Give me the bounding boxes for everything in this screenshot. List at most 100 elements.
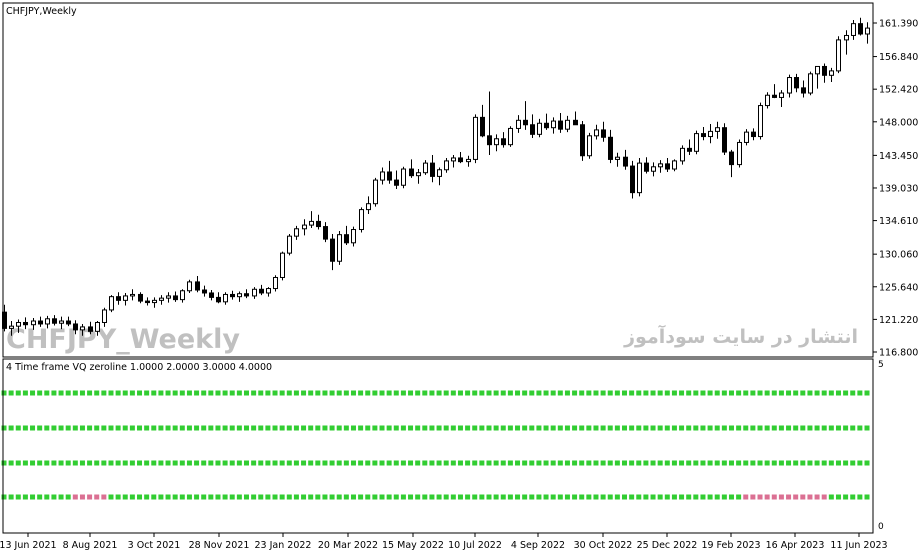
vq-dot-up (664, 494, 670, 500)
vq-dot-up (486, 390, 492, 396)
vq-dot-up (457, 390, 463, 396)
vq-dot-up (65, 460, 71, 466)
vq-dot-up (700, 390, 706, 396)
vq-dot-up (336, 494, 342, 500)
vq-dot-up (550, 494, 556, 500)
candle-body-bear (487, 135, 492, 146)
candle-body-bull (694, 133, 699, 152)
vq-dot-up (507, 425, 513, 431)
vq-dot-up (864, 494, 870, 500)
vq-dot-up (393, 390, 399, 396)
vq-dot-up (828, 460, 834, 466)
vq-dot-up (122, 425, 128, 431)
candle-body-bear (195, 281, 200, 291)
vq-dot-up (343, 390, 349, 396)
vq-dot-up (315, 390, 321, 396)
vq-dot-up (308, 425, 314, 431)
candle (302, 219, 307, 236)
candle (116, 292, 121, 305)
candle (23, 317, 28, 330)
vq-dot-up (8, 425, 14, 431)
vq-dot-down (821, 494, 827, 500)
vq-dot-up (279, 390, 285, 396)
candle (59, 316, 64, 330)
vq-dot-up (186, 494, 192, 500)
candle-body-bull (844, 34, 849, 41)
time-tick-label: 13 Jun 2021 (0, 540, 57, 551)
vq-dot-up (201, 390, 207, 396)
vq-dot-up (151, 425, 157, 431)
vq-dot-up (757, 390, 763, 396)
vq-dot-up (72, 425, 78, 431)
vq-dot-up (122, 390, 128, 396)
vq-dot-up (215, 390, 221, 396)
vq-dot-up (429, 425, 435, 431)
vq-dot-up (814, 460, 820, 466)
vq-dot-up (807, 390, 813, 396)
candle-body-bear (701, 133, 706, 138)
candle-body-bear (209, 292, 214, 298)
vq-dot-up (293, 460, 299, 466)
vq-dot-up (408, 425, 414, 431)
candle-body-bear (23, 321, 28, 326)
vq-dot-up (607, 494, 613, 500)
candle (109, 295, 114, 313)
candle-body-bull (401, 168, 406, 186)
vq-dot-up (358, 425, 364, 431)
vq-dot-up (158, 425, 164, 431)
candle-body-bull (45, 318, 50, 325)
candle-body-bear (394, 179, 399, 186)
vq-dot-up (771, 460, 777, 466)
vq-dot-up (208, 494, 214, 500)
vq-dot-up (764, 460, 770, 466)
vq-dot-up (529, 390, 535, 396)
vq-dot-up (115, 425, 121, 431)
candle (758, 102, 763, 140)
vq-dot-up (500, 494, 506, 500)
vq-dot-up (87, 460, 93, 466)
candle-body-bull (351, 229, 356, 244)
vq-dot-up (614, 460, 620, 466)
vq-dot-up (415, 425, 421, 431)
candle (323, 222, 328, 243)
vq-dot-up (236, 425, 242, 431)
vq-dot-up (743, 425, 749, 431)
vq-dot-up (529, 494, 535, 500)
vq-dot-up (429, 494, 435, 500)
candle (694, 130, 699, 155)
vq-dot-up (728, 460, 734, 466)
candle-body-bear (751, 131, 756, 138)
vq-dot-up (714, 390, 720, 396)
vq-dot-up (400, 390, 406, 396)
vq-dot-up (643, 460, 649, 466)
vq-dot-up (94, 460, 100, 466)
vq-dot-up (229, 494, 235, 500)
vq-dot-up (800, 425, 806, 431)
candle-body-bull (130, 293, 135, 297)
vq-dot-up (343, 425, 349, 431)
vq-dot-up (443, 494, 449, 500)
candle (31, 318, 36, 330)
vq-dot-up (778, 425, 784, 431)
vq-dot-up (557, 460, 563, 466)
vq-dot-down (764, 494, 770, 500)
candle (787, 74, 792, 98)
vq-dot-up (208, 390, 214, 396)
candle-body-bull (302, 224, 307, 230)
vq-dot-up (129, 390, 135, 396)
vq-dot-up (543, 390, 549, 396)
vq-dot-up (622, 390, 628, 396)
vq-dot-up (457, 494, 463, 500)
vq-dot-up (686, 425, 692, 431)
candle-body-bear (52, 318, 57, 324)
vq-dot-up (15, 460, 21, 466)
watermark-group: CHFJPY_Weekly انتشار در سایت سودآموز (6, 324, 858, 355)
candle (330, 233, 335, 271)
vq-dot-up (72, 460, 78, 466)
candle-body-bull (252, 288, 257, 297)
candle (387, 160, 392, 184)
vq-dot-up (65, 494, 71, 500)
vq-dot-up (37, 390, 43, 396)
vq-dot-up (536, 425, 542, 431)
candle-body-bear (623, 156, 628, 167)
